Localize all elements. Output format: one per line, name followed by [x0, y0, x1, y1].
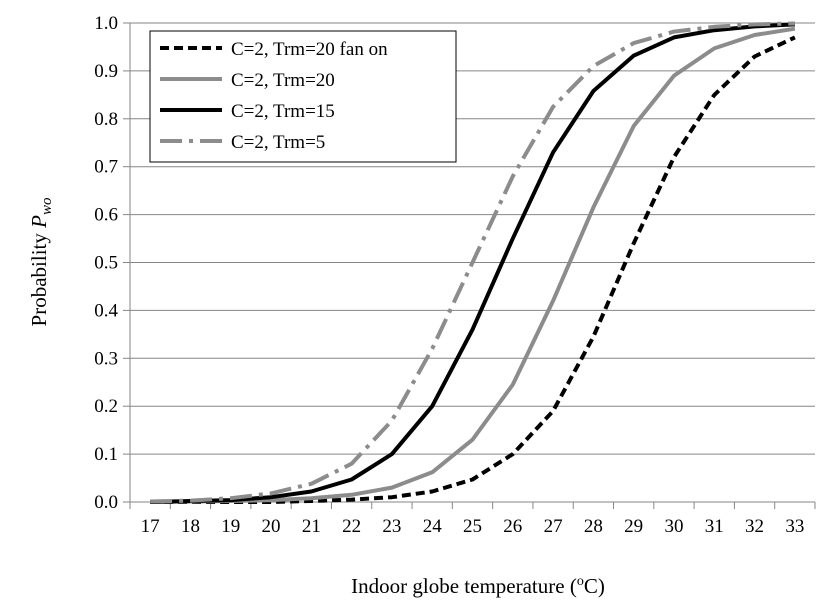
x-tick-label: 27 — [544, 516, 563, 537]
axes — [123, 22, 816, 509]
series-line — [150, 21, 795, 504]
x-tick-label: 29 — [624, 516, 643, 537]
series-line — [150, 35, 796, 504]
series-line — [150, 26, 796, 504]
y-tick-label: 0.7 — [94, 157, 118, 178]
x-tick-label: 31 — [705, 516, 724, 537]
y-tick-label: 0.5 — [94, 253, 118, 274]
y-tick-label: 1.0 — [94, 13, 118, 34]
legend: C=2, Trm=20 fan on C=2, Trm=20 C=2, Trm=15… — [149, 30, 457, 163]
y-tick-label: 0.3 — [94, 348, 118, 369]
series-line — [150, 22, 795, 504]
legend-label: C=2, Trm=20 fan on — [231, 39, 388, 60]
x-tick-label: 25 — [463, 516, 482, 537]
x-tick-label: 18 — [181, 516, 200, 537]
x-tick-label: 21 — [302, 516, 321, 537]
y-tick-label: 0.0 — [94, 492, 118, 513]
y-tick-label: 0.2 — [94, 396, 118, 417]
x-tick-label: 30 — [664, 516, 683, 537]
legend-label: C=2, Trm=15 — [231, 101, 335, 122]
x-tick-label: 26 — [503, 516, 522, 537]
x-tick-label: 24 — [423, 516, 443, 537]
x-tick-label: 17 — [141, 516, 160, 537]
x-tick-label: 23 — [382, 516, 401, 537]
x-axis-label: Indoor globe temperature (oC) — [351, 574, 605, 598]
y-tick-label: 0.4 — [94, 300, 118, 321]
series-lines — [150, 21, 796, 504]
y-tick-label: 0.1 — [94, 444, 118, 465]
x-tick-label: 33 — [785, 516, 804, 537]
y-tick-label: 0.8 — [94, 109, 118, 130]
y-tick-label: 0.6 — [94, 205, 118, 226]
x-tick-label: 20 — [262, 516, 281, 537]
x-tick-label: 28 — [584, 516, 603, 537]
x-tick-label: 32 — [745, 516, 764, 537]
x-tick-label: 19 — [221, 516, 240, 537]
y-tick-label: 0.9 — [94, 61, 118, 82]
y-axis-label: Probability Pwo — [27, 197, 55, 326]
x-tick-label: 22 — [342, 516, 361, 537]
tick-labels: 0.0 0.1 0.2 0.3 0.4 0.5 0.6 0.7 0.8 0.9 1.0 17 18 19 2… — [94, 13, 804, 537]
legend-label: C=2, Trm=5 — [231, 132, 325, 153]
legend-label: C=2, Trm=20 — [231, 70, 335, 91]
